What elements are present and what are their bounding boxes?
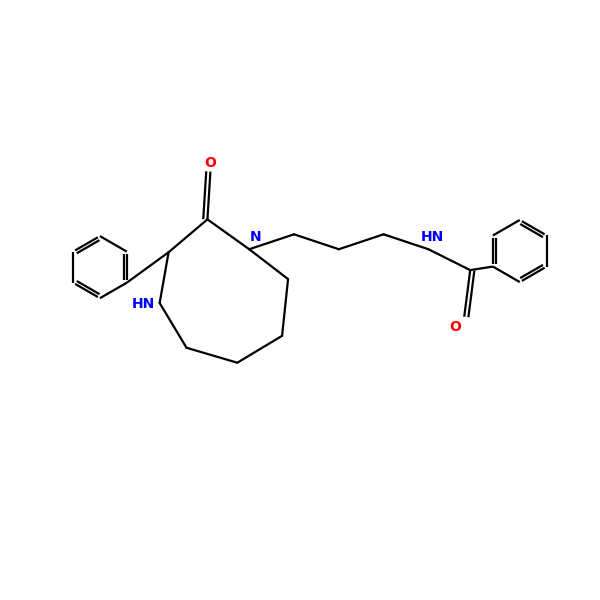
Text: O: O — [205, 155, 217, 170]
Text: HN: HN — [132, 297, 155, 311]
Text: HN: HN — [421, 230, 444, 244]
Text: N: N — [250, 230, 261, 244]
Text: O: O — [449, 320, 461, 334]
